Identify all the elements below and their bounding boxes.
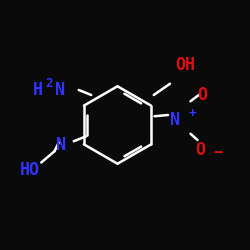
Text: H: H [32,81,42,99]
Text: N: N [55,81,65,99]
Text: N: N [170,111,180,129]
Text: −: − [214,145,223,160]
Text: OH: OH [175,56,195,74]
Text: 2: 2 [45,77,52,90]
Text: O: O [198,86,207,104]
Text: +: + [189,107,196,120]
Text: N: N [56,136,66,154]
Text: HO: HO [20,161,40,179]
Text: O: O [195,141,205,159]
